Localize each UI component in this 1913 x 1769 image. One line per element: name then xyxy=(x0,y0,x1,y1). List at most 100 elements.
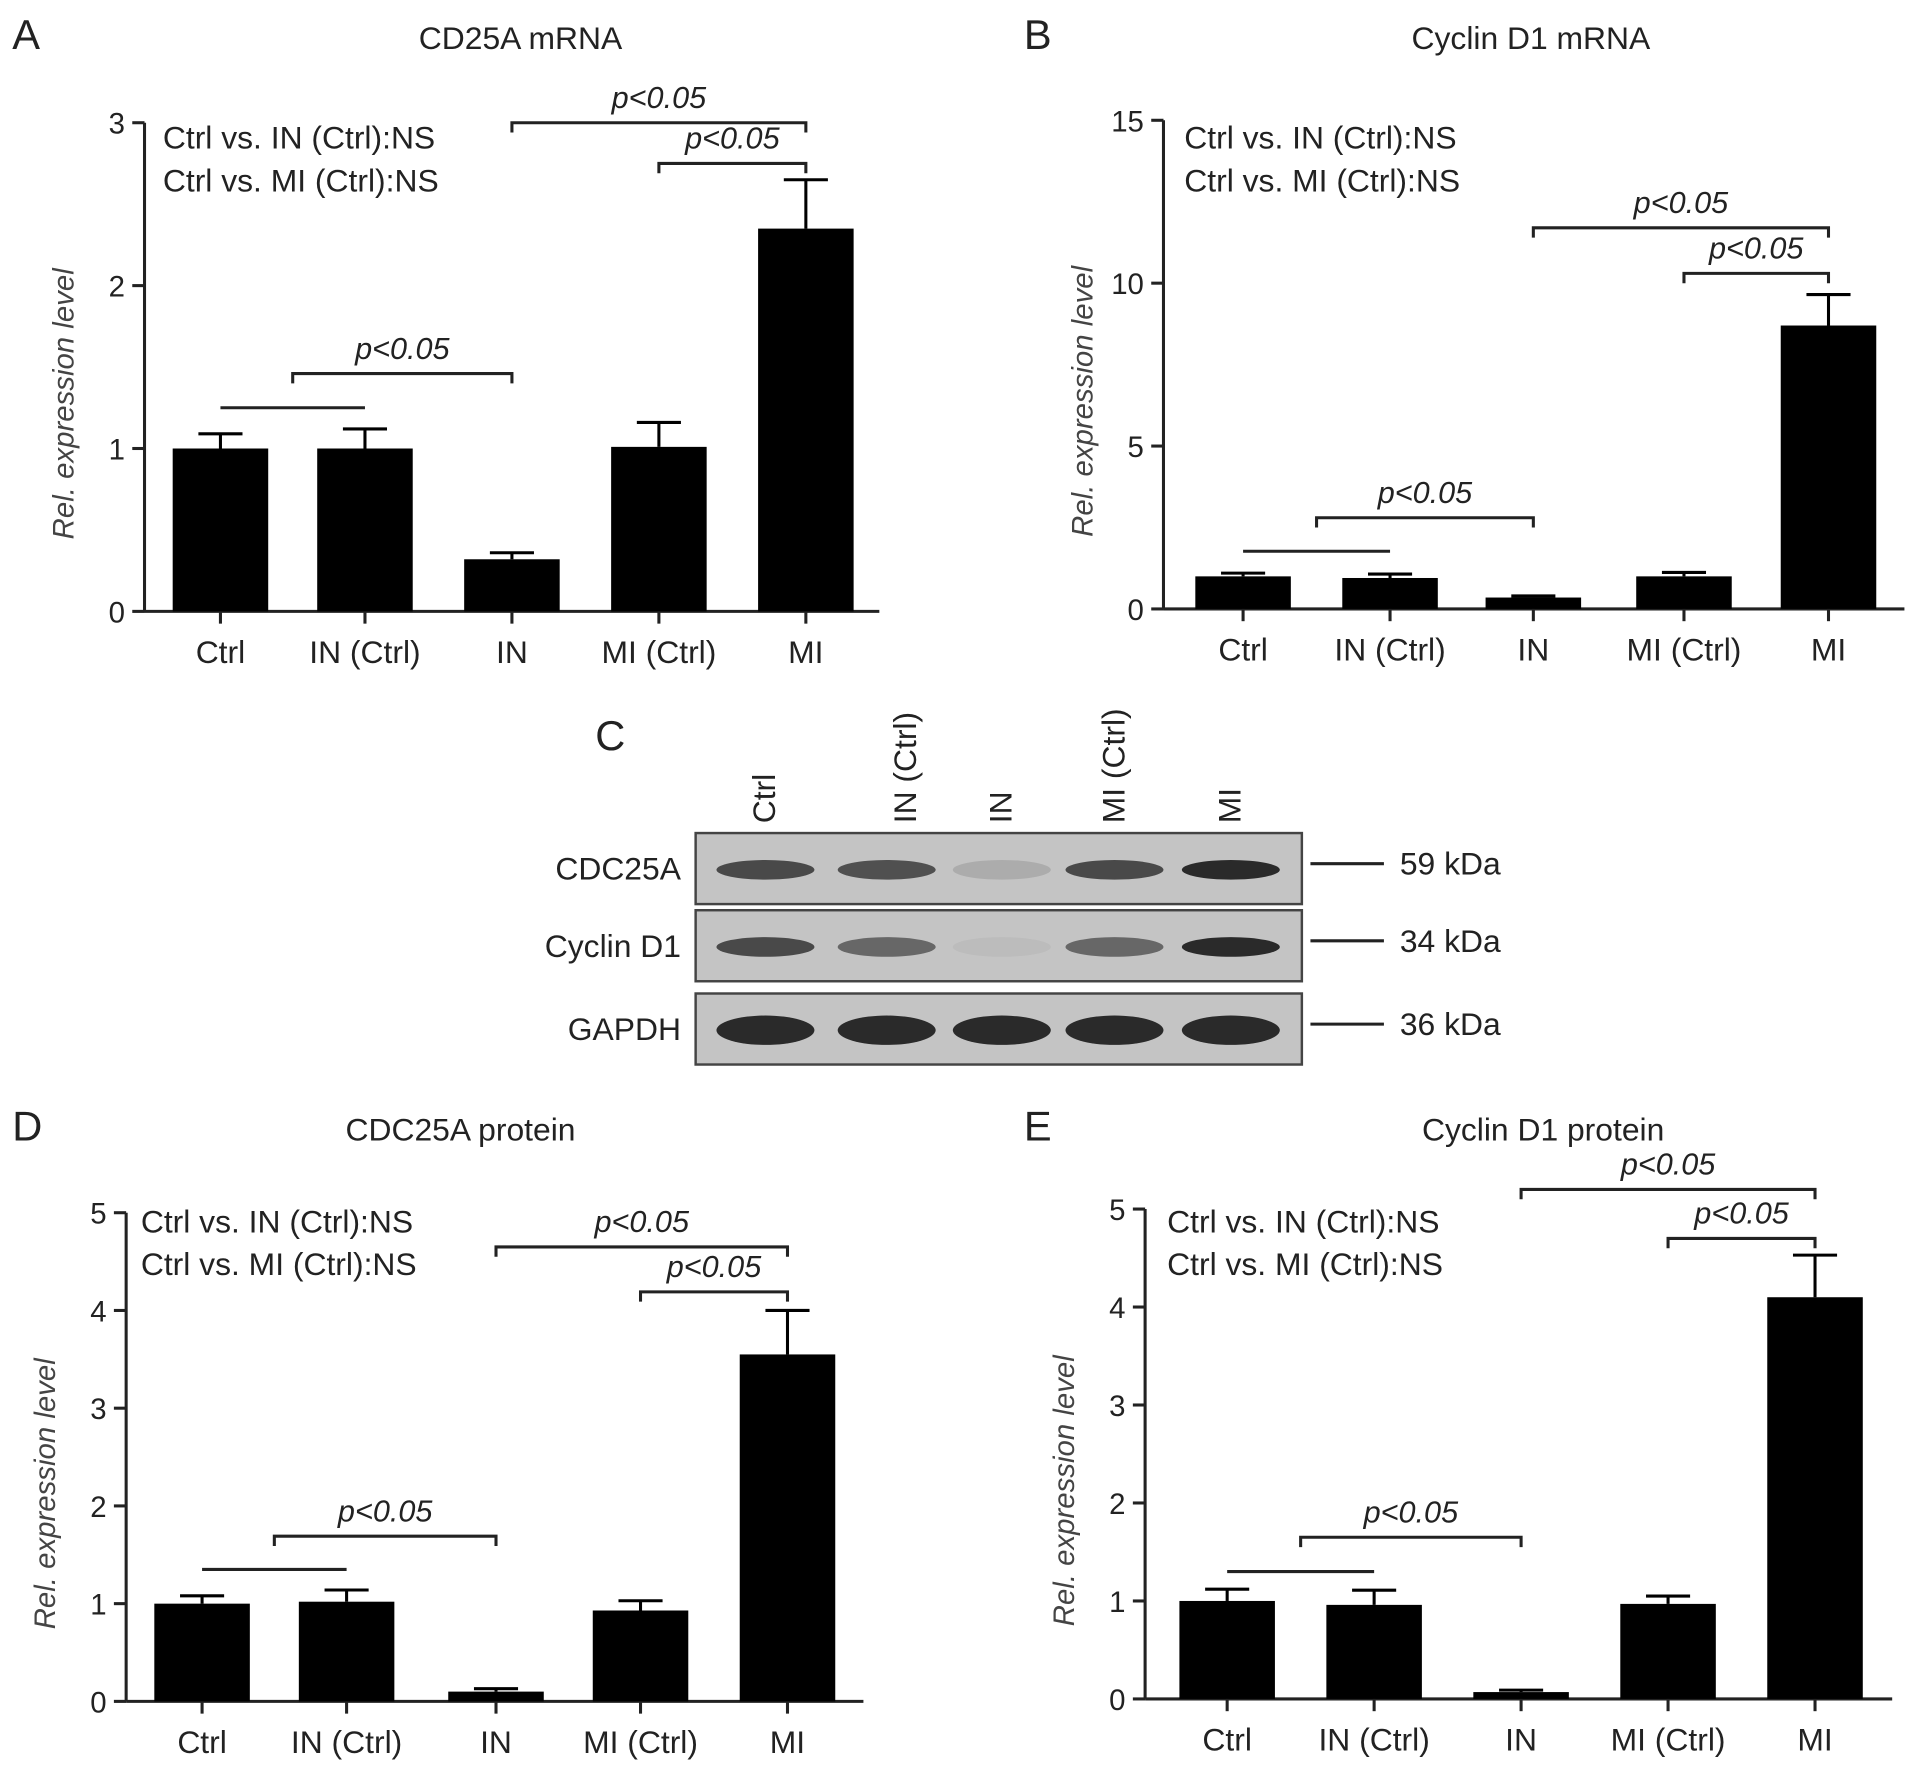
y-tick-label: 3 xyxy=(109,108,125,141)
bar-mi-ctrl- xyxy=(1636,576,1732,609)
p-value-label: p<0.05 xyxy=(337,1495,433,1529)
x-tick-label: IN (Ctrl) xyxy=(1318,1721,1429,1757)
y-tick-label: 0 xyxy=(1128,594,1144,627)
ns-note: Ctrl vs. MI (Ctrl):NS xyxy=(163,162,439,198)
bar-in xyxy=(1473,1692,1569,1699)
chart-title: Cyclin D1 mRNA xyxy=(1412,20,1652,56)
y-axis-label: Rel. expression level xyxy=(29,1357,62,1630)
ns-note: Ctrl vs. IN (Ctrl):NS xyxy=(141,1203,413,1239)
bar-mi-ctrl- xyxy=(1620,1603,1716,1699)
x-tick-label: Ctrl xyxy=(196,634,245,670)
bar-in xyxy=(464,559,560,612)
x-tick-label: MI (Ctrl) xyxy=(1627,631,1742,667)
panel-letter: C xyxy=(595,712,625,759)
ns-note: Ctrl vs. IN (Ctrl):NS xyxy=(1184,119,1456,155)
y-tick-label: 4 xyxy=(1109,1292,1125,1325)
panel-letter: A xyxy=(12,11,40,58)
chart-panel-b: B Cyclin D1 mRNA Rel. expression level 0 5 10… xyxy=(1024,11,1905,667)
bar-in-ctrl- xyxy=(1326,1604,1422,1699)
protein-label: Cyclin D1 xyxy=(545,928,681,964)
significance-bracket xyxy=(1299,1535,1523,1548)
ns-note: Ctrl vs. MI (Ctrl):NS xyxy=(141,1246,417,1282)
bar-in xyxy=(1485,597,1582,609)
x-tick-label: MI (Ctrl) xyxy=(583,1724,698,1760)
blot-band xyxy=(1181,1015,1280,1045)
blot-band xyxy=(1181,860,1280,880)
significance-bracket xyxy=(510,121,808,133)
chart-panel-a: A CD25A mRNA Rel. expression level 0 1 2 3 Ctrl… xyxy=(12,11,880,670)
bar-mi xyxy=(1780,325,1877,609)
significance-bracket xyxy=(1519,1187,1817,1200)
p-value-label: p<0.05 xyxy=(684,122,780,156)
x-tick-label: MI xyxy=(1797,1721,1832,1757)
p-value-label: p<0.05 xyxy=(1377,476,1473,510)
western-blot-panel-c: C Ctrl IN (Ctrl) IN MI (Ctrl) MI CDC25A 59 kDa C… xyxy=(545,708,1501,1066)
y-tick-label: 1 xyxy=(90,1589,106,1622)
bar-ctrl xyxy=(1195,576,1291,609)
p-value-label: p<0.05 xyxy=(666,1250,762,1284)
p-value-label: p<0.05 xyxy=(1693,1197,1789,1231)
p-value-label: p<0.05 xyxy=(611,81,707,115)
protein-label: GAPDH xyxy=(568,1011,681,1047)
bar-mi xyxy=(758,228,854,612)
lane-label: Ctrl xyxy=(746,774,782,824)
y-tick-label: 5 xyxy=(1109,1194,1125,1227)
significance-bracket xyxy=(657,161,808,174)
p-value-label: p<0.05 xyxy=(1620,1148,1716,1182)
bar-in-ctrl- xyxy=(1342,577,1438,609)
ns-note: Ctrl vs. IN (Ctrl):NS xyxy=(1167,1203,1439,1239)
y-tick-label: 5 xyxy=(1128,431,1144,464)
ns-note: Ctrl vs. MI (Ctrl):NS xyxy=(1184,162,1460,198)
y-tick-label: 2 xyxy=(109,271,125,304)
charts: A CD25A mRNA Rel. expression level 0 1 2 3 Ctrl… xyxy=(12,11,1905,1760)
y-tick-label: 10 xyxy=(1111,268,1144,301)
x-tick-label: MI (Ctrl) xyxy=(1611,1721,1726,1757)
y-axis-label: Rel. expression level xyxy=(47,267,80,540)
y-tick-label: 1 xyxy=(109,434,125,467)
y-axis-label: Rel. expression level xyxy=(1048,1354,1081,1627)
blot-band xyxy=(837,860,936,880)
x-tick-label: IN xyxy=(1517,631,1549,667)
x-tick-label: MI (Ctrl) xyxy=(601,634,716,670)
x-tick-label: IN (Ctrl) xyxy=(1334,631,1445,667)
p-value-label: p<0.05 xyxy=(594,1205,690,1239)
panel-letter: D xyxy=(12,1102,42,1149)
chart-panel-e: E Cyclin D1 protein Rel. expression level 0… xyxy=(1024,1102,1893,1757)
blot-band xyxy=(1065,937,1164,957)
y-tick-label: 15 xyxy=(1111,105,1144,138)
bar-ctrl xyxy=(1179,1600,1275,1699)
chart-title: CDC25A protein xyxy=(345,1111,575,1147)
p-value-label: p<0.05 xyxy=(354,332,450,366)
y-tick-label: 0 xyxy=(1109,1684,1125,1717)
bar-mi xyxy=(739,1354,836,1702)
protein-label: CDC25A xyxy=(555,851,681,887)
bar-mi-ctrl- xyxy=(592,1610,689,1702)
molecular-weight-label: 34 kDa xyxy=(1400,923,1501,959)
lane-label: IN xyxy=(983,791,1019,823)
y-tick-label: 3 xyxy=(1109,1390,1125,1423)
lane-label: MI (Ctrl) xyxy=(1095,708,1131,823)
blot-band xyxy=(837,1015,936,1045)
blot-band xyxy=(716,937,815,957)
y-tick-label: 0 xyxy=(90,1686,106,1719)
bar-mi-ctrl- xyxy=(611,446,707,612)
x-tick-label: IN xyxy=(480,1724,512,1760)
x-tick-label: IN (Ctrl) xyxy=(291,1724,402,1760)
y-axis-label: Rel. expression level xyxy=(1066,264,1099,537)
significance-bracket xyxy=(1682,271,1831,284)
bar-mi xyxy=(1767,1297,1863,1699)
blot-band xyxy=(716,860,815,880)
p-value-label: p<0.05 xyxy=(1363,1496,1459,1530)
x-tick-label: Ctrl xyxy=(1218,631,1268,667)
blot-band xyxy=(952,1015,1051,1045)
x-tick-label: Ctrl xyxy=(177,1724,227,1760)
x-tick-label: IN xyxy=(496,634,528,670)
panel-letter: B xyxy=(1024,11,1052,58)
significance-bracket xyxy=(1315,516,1535,528)
blot-band xyxy=(1065,860,1164,880)
bar-in-ctrl- xyxy=(317,448,413,612)
blot-band xyxy=(716,1015,815,1045)
p-value-label: p<0.05 xyxy=(1708,232,1804,266)
p-value-label: p<0.05 xyxy=(1633,186,1729,220)
